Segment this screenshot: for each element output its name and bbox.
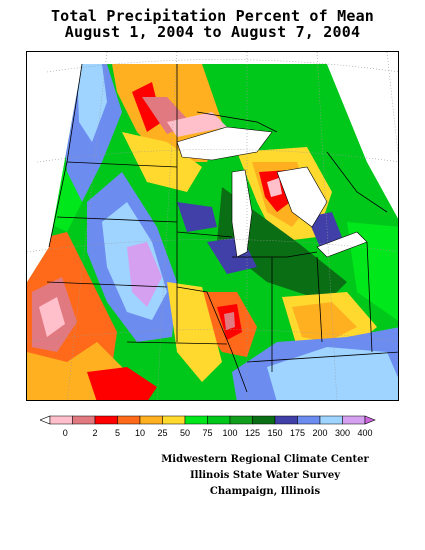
credit-line-2: Illinois State Water Survey <box>189 470 341 481</box>
legend-label: 25 <box>157 428 167 438</box>
region-central-lilac <box>127 242 162 307</box>
region-nw-lightblue <box>77 64 107 142</box>
region-sw-red <box>87 367 157 400</box>
legend-swatch <box>274 415 298 425</box>
legend-swatch <box>72 415 96 425</box>
legend-swatch <box>297 415 321 425</box>
legend-label: 150 <box>267 428 282 438</box>
legend-swatch <box>162 415 186 425</box>
state-boundary <box>46 281 168 288</box>
graticule-line <box>46 59 398 73</box>
state-boundary <box>66 161 178 168</box>
legend-swatch <box>207 415 231 425</box>
state-boundary <box>56 216 178 223</box>
legend-label: 200 <box>312 428 327 438</box>
legend-below-arrow <box>40 415 51 425</box>
legend-swatch <box>252 415 276 425</box>
region-se-lightblue <box>267 347 398 400</box>
precipitation-map <box>26 51 399 401</box>
state-boundary <box>196 111 278 133</box>
legend-label: 0 <box>63 428 68 438</box>
legend-swatch <box>229 415 253 425</box>
graticule-line <box>386 52 398 157</box>
legend-swatch <box>342 415 366 425</box>
lake-superior <box>176 126 273 161</box>
legend-swatch <box>117 415 141 425</box>
state-boundary <box>126 341 228 345</box>
state-boundary <box>176 231 233 238</box>
credit-line-1: Midwestern Regional Climate Center <box>161 454 369 465</box>
legend-swatch <box>139 415 163 425</box>
state-boundary <box>232 251 318 258</box>
lake-huron <box>276 166 328 228</box>
legend-label: 175 <box>290 428 305 438</box>
legend-label: 75 <box>202 428 212 438</box>
graticule-line <box>36 149 398 163</box>
legend-label: 300 <box>335 428 350 438</box>
legend-label: 2 <box>92 428 97 438</box>
graticule-line <box>27 329 398 343</box>
legend-above-arrow <box>364 415 376 425</box>
legend-swatch <box>49 415 73 425</box>
region-mn-blue <box>177 202 217 232</box>
region-east-green <box>347 222 398 322</box>
region-north-white <box>167 112 227 137</box>
region-north-yellow <box>122 132 202 192</box>
state-boundary <box>316 256 323 343</box>
region-mi-pink <box>267 178 282 197</box>
legend-swatch <box>184 415 208 425</box>
region-west-pink-core <box>39 297 65 337</box>
no-data-area <box>27 52 398 282</box>
state-boundary <box>246 351 398 363</box>
legend-label: 5 <box>115 428 120 438</box>
legend-label: 125 <box>245 428 260 438</box>
region-east-orange <box>292 302 357 342</box>
map-title: Total Precipitation Percent of Mean Augu… <box>0 8 425 40</box>
state-boundary <box>326 151 388 213</box>
legend-label: 50 <box>180 428 190 438</box>
state-boundary <box>366 241 373 353</box>
state-boundary <box>176 286 248 393</box>
credit-line-3: Champaign, Illinois <box>209 486 321 497</box>
legend-label: 10 <box>135 428 145 438</box>
legend-swatch <box>319 415 343 425</box>
credits: Midwestern Regional Climate Center Illin… <box>135 452 395 500</box>
region-north-red <box>132 82 162 132</box>
region-south-yellow <box>167 282 222 382</box>
legend-swatch <box>94 415 118 425</box>
color-legend: 0 2 5 10 25 50 75 100 125 150 175 200 300 400 <box>40 412 380 442</box>
legend-label: 100 <box>222 428 237 438</box>
graticule-line <box>27 239 398 253</box>
legend-label: 400 <box>357 428 372 438</box>
title-line-2: August 1, 2004 to August 7, 2004 <box>64 23 361 41</box>
title-line-1: Total Precipitation Percent of Mean <box>50 7 375 25</box>
region-south-pink <box>224 312 235 330</box>
